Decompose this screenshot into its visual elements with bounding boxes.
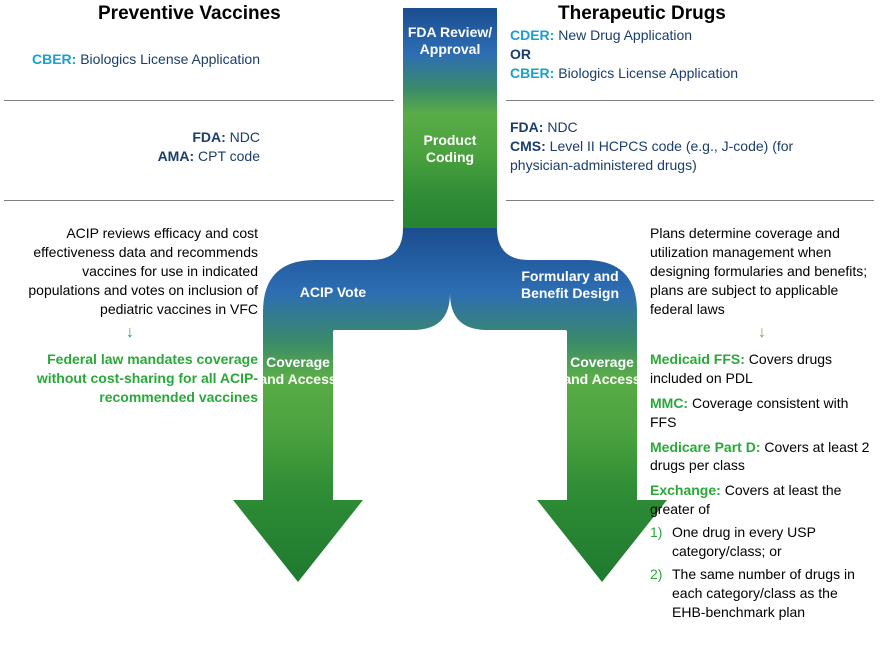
divider-left-1	[4, 100, 394, 101]
header-therapeutic-drugs: Therapeutic Drugs	[558, 3, 726, 25]
left-section-2: FDA: NDC AMA: CPT code	[0, 128, 260, 166]
left-acip-text: ACIP reviews efficacy and cost effective…	[10, 224, 258, 318]
right-plans-text: Plans determine coverage and utilization…	[650, 224, 872, 318]
exchange-label: Exchange:	[650, 482, 721, 498]
right-section-2: FDA: NDC CMS: Level II HCPCS code (e.g.,…	[510, 118, 860, 175]
agency-fda-right: FDA:	[510, 119, 543, 135]
agency-cder: CDER:	[510, 27, 554, 43]
agency-cber-right: CBER:	[510, 65, 554, 81]
agency-fda-left: FDA:	[192, 129, 225, 145]
left-mandate-text: Federal law mandates coverage without co…	[10, 350, 258, 407]
flow-label-acip-vote: ACIP Vote	[278, 284, 388, 301]
agency-cber-left: CBER:	[32, 51, 76, 67]
flow-label-coverage-right: Coverage and Access	[562, 354, 642, 388]
divider-left-2	[4, 200, 394, 201]
list-num-1: 1)	[650, 523, 672, 561]
medicaid-ffs-label: Medicaid FFS:	[650, 351, 745, 367]
medicare-partd-label: Medicare Part D:	[650, 439, 760, 455]
divider-right-2	[506, 200, 874, 201]
divider-right-1	[506, 100, 874, 101]
arrow-down-right: ↓	[758, 324, 766, 342]
arrow-down-left: ↓	[126, 324, 134, 342]
flow-label-coverage-left: Coverage and Access	[258, 354, 338, 388]
agency-ama: AMA:	[158, 148, 195, 164]
left-section-1: CBER: Biologics License Application	[0, 50, 260, 69]
flow-label-formulary: Formulary and Benefit Design	[510, 268, 630, 302]
header-preventive-vaccines: Preventive Vaccines	[98, 3, 281, 25]
flow-label-fda-review: FDA Review/ Approval	[403, 24, 497, 58]
mmc-label: MMC:	[650, 395, 688, 411]
agency-cms: CMS:	[510, 138, 546, 154]
right-section-1: CDER: New Drug Application OR CBER: Biol…	[510, 26, 860, 83]
flow-label-product-coding: Product Coding	[403, 132, 497, 166]
right-coverage-details: Medicaid FFS: Covers drugs included on P…	[650, 350, 872, 622]
or-label: OR	[510, 45, 860, 64]
list-num-2: 2)	[650, 565, 672, 622]
